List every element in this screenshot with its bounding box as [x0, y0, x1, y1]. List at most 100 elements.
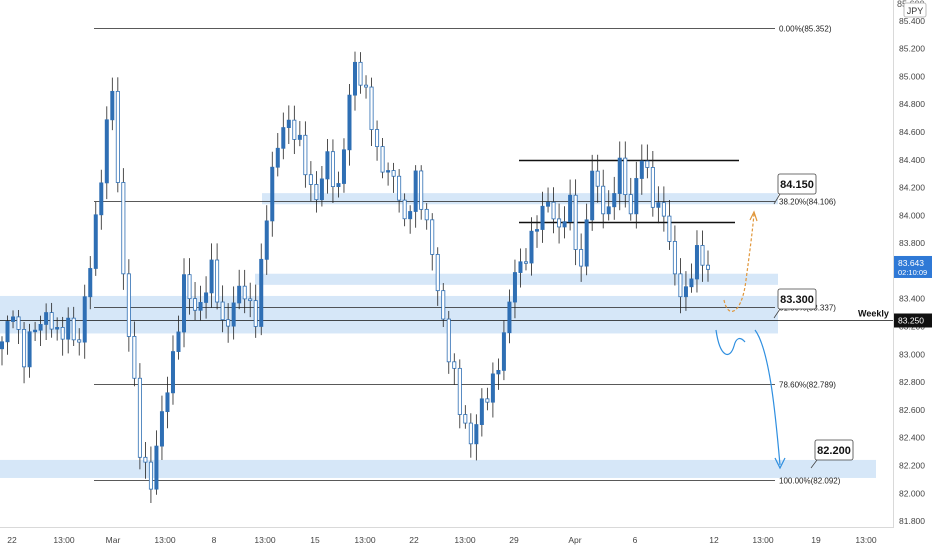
- candle: [104, 106, 109, 200]
- candle: [435, 247, 440, 306]
- candle: [182, 258, 187, 348]
- candle-body: [441, 290, 446, 320]
- candle-body: [501, 332, 506, 371]
- candle-body: [66, 317, 71, 340]
- candle: [126, 259, 131, 352]
- candle: [154, 430, 159, 495]
- candle-body: [645, 160, 650, 168]
- candle-body: [286, 119, 291, 128]
- candle: [38, 315, 43, 346]
- candle-body: [568, 194, 573, 223]
- candle: [209, 243, 214, 308]
- candle: [11, 310, 16, 329]
- candle: [49, 302, 54, 338]
- zone-band: [0, 459, 876, 478]
- candle-body: [347, 94, 352, 151]
- candle-body: [275, 147, 280, 168]
- x-tick-label: 13:00: [154, 535, 176, 545]
- y-tick-label: 82.000: [899, 488, 925, 498]
- candle: [650, 151, 655, 217]
- candle: [16, 309, 21, 345]
- candle-body: [518, 261, 523, 273]
- candle: [634, 161, 639, 229]
- candle: [314, 171, 319, 213]
- candle-body: [364, 84, 369, 88]
- candle: [347, 84, 352, 166]
- candle: [303, 121, 308, 188]
- candle-body: [220, 301, 225, 321]
- candle-body: [104, 119, 109, 184]
- candle-body: [601, 185, 606, 215]
- candle-body: [143, 456, 148, 463]
- candle-body: [446, 318, 451, 363]
- candle-body: [584, 219, 589, 267]
- candle-body: [430, 219, 435, 255]
- candle-body: [159, 411, 164, 447]
- x-tick-label: 22: [7, 535, 17, 545]
- currency-badge[interactable]: JPY: [907, 6, 924, 16]
- candle-body: [419, 170, 424, 210]
- candle-body: [391, 170, 396, 177]
- candle: [446, 310, 451, 374]
- candle-body: [22, 329, 27, 368]
- y-tick-label: 82.400: [899, 433, 925, 443]
- candle: [380, 138, 385, 179]
- candle-body: [678, 273, 683, 298]
- candle: [485, 387, 490, 411]
- candle: [358, 52, 363, 94]
- candle: [99, 169, 104, 230]
- candle-body: [579, 249, 584, 267]
- candle-body: [297, 134, 302, 140]
- candle: [364, 75, 369, 99]
- y-tick-label: 84.200: [899, 183, 925, 193]
- y-tick-label: 83.000: [899, 349, 925, 359]
- candle-body: [182, 274, 187, 333]
- candle: [204, 276, 209, 319]
- candle-body: [424, 208, 429, 221]
- candle: [33, 321, 38, 342]
- x-tick-label: 13:00: [53, 535, 75, 545]
- candle: [700, 230, 705, 282]
- price-callout: 84.150: [773, 173, 817, 205]
- candle-body: [248, 298, 253, 302]
- candle-body: [187, 274, 192, 300]
- weekly-price-badge[interactable]: 83.250: [894, 313, 932, 328]
- candle-body: [358, 61, 363, 86]
- candle: [408, 205, 413, 234]
- candle: [286, 105, 291, 144]
- candle-body: [193, 298, 198, 311]
- candle: [259, 243, 264, 336]
- candle: [325, 139, 330, 194]
- candle: [44, 303, 49, 340]
- candle-body: [529, 230, 534, 264]
- candle: [165, 376, 170, 429]
- x-tick-label: 8: [212, 535, 217, 545]
- candle-body: [573, 194, 578, 250]
- candle-body: [656, 202, 661, 208]
- callout-label: 84.150: [780, 179, 814, 191]
- candle-body: [595, 170, 600, 187]
- candle-body: [253, 300, 258, 327]
- y-tick-label: 84.800: [899, 99, 925, 109]
- candle-body: [170, 351, 175, 394]
- candle: [490, 362, 495, 418]
- candle-body: [490, 373, 495, 403]
- callout-label: 82.200: [817, 445, 851, 457]
- arrow-head-up: [749, 210, 758, 222]
- candle-body: [694, 245, 699, 280]
- candle-body: [623, 157, 628, 196]
- candle-body: [590, 170, 595, 221]
- fib-and-level-lines: 0.00%(85.352)38.20%(84.106)61.80%(83.337…: [0, 25, 893, 486]
- candle-body: [479, 398, 484, 425]
- y-tick-label: 82.600: [899, 405, 925, 415]
- candle-body: [93, 214, 98, 269]
- y-tick-label: 82.200: [899, 460, 925, 470]
- candle: [617, 141, 622, 211]
- candle: [66, 307, 71, 354]
- current-price-bg: [894, 255, 932, 278]
- candle-body: [292, 119, 297, 140]
